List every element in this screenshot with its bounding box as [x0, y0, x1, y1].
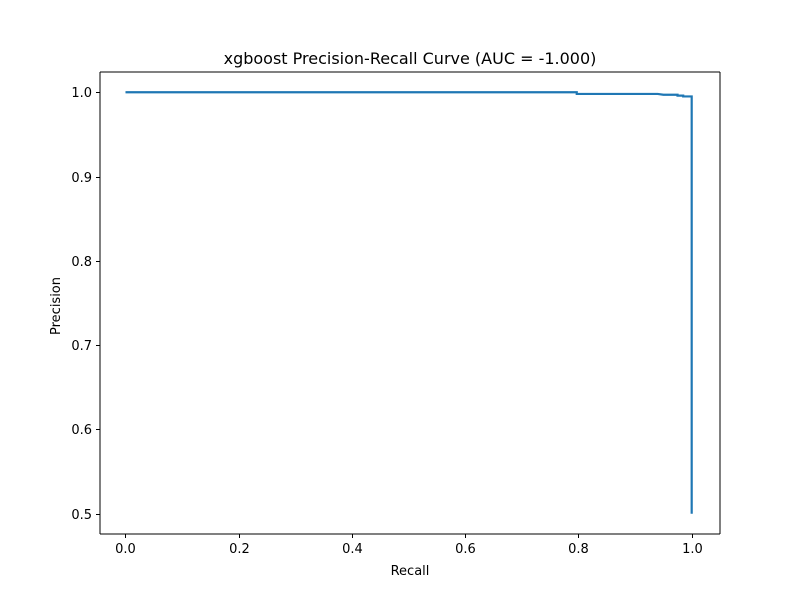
y-axis-label: Precision: [49, 277, 64, 335]
plot-area: [99, 71, 721, 535]
x-tick-label: 0.0: [115, 542, 136, 557]
x-tick-label: 0.2: [229, 542, 250, 557]
x-tick-label: 0.4: [342, 542, 363, 557]
pr-curve-line: [125, 91, 693, 514]
x-axis-label: Recall: [391, 564, 430, 579]
x-tick-label: 0.6: [455, 542, 476, 557]
y-tick-label: 1.0: [71, 86, 92, 101]
y-tick-label: 0.9: [71, 171, 92, 186]
y-tick-label: 0.8: [71, 255, 92, 270]
y-tick-label: 0.7: [71, 339, 92, 354]
x-axis-ticks: 0.0 0.2 0.4 0.6 0.8 1.0: [115, 534, 703, 557]
y-axis-ticks: 0.5 0.6 0.7 0.8 0.9 1.0: [71, 86, 100, 523]
x-tick-label: 0.8: [568, 542, 589, 557]
chart-title: xgboost Precision-Recall Curve (AUC = -1…: [224, 49, 597, 68]
x-tick-label: 1.0: [682, 542, 703, 557]
y-tick-label: 0.5: [71, 508, 92, 523]
y-tick-label: 0.6: [71, 423, 92, 438]
